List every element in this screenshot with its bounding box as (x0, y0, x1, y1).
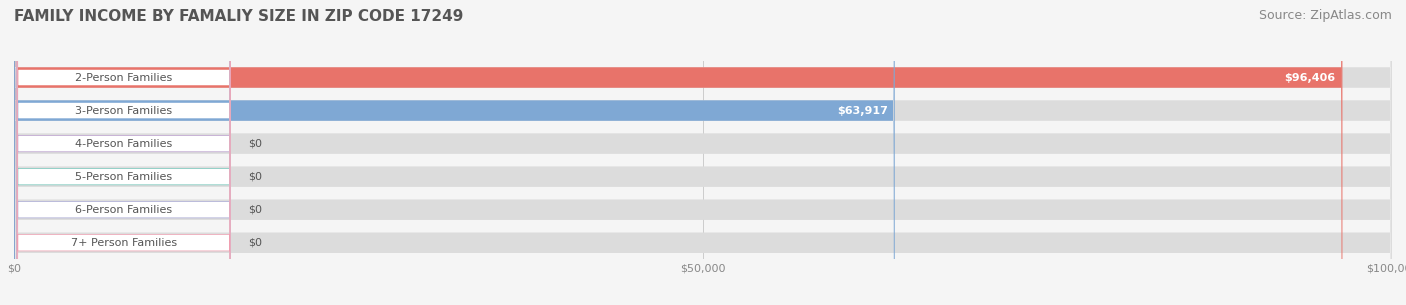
Text: 6-Person Families: 6-Person Families (75, 205, 172, 215)
FancyBboxPatch shape (17, 0, 231, 305)
Text: Source: ZipAtlas.com: Source: ZipAtlas.com (1258, 9, 1392, 22)
FancyBboxPatch shape (17, 0, 231, 305)
FancyBboxPatch shape (17, 0, 231, 305)
Text: 5-Person Families: 5-Person Families (75, 172, 172, 182)
FancyBboxPatch shape (17, 0, 231, 305)
FancyBboxPatch shape (14, 0, 1343, 305)
FancyBboxPatch shape (17, 0, 231, 305)
Text: $0: $0 (249, 172, 263, 182)
Text: $0: $0 (249, 205, 263, 215)
FancyBboxPatch shape (14, 0, 1392, 305)
FancyBboxPatch shape (14, 0, 1392, 305)
Text: $0: $0 (249, 138, 263, 149)
Text: FAMILY INCOME BY FAMALIY SIZE IN ZIP CODE 17249: FAMILY INCOME BY FAMALIY SIZE IN ZIP COD… (14, 9, 464, 24)
Text: $96,406: $96,406 (1285, 73, 1336, 83)
FancyBboxPatch shape (14, 0, 1392, 305)
Text: 7+ Person Families: 7+ Person Families (70, 238, 177, 248)
FancyBboxPatch shape (14, 0, 1392, 305)
Text: $0: $0 (249, 238, 263, 248)
FancyBboxPatch shape (14, 0, 1392, 305)
FancyBboxPatch shape (14, 0, 894, 305)
Text: $63,917: $63,917 (837, 106, 887, 116)
FancyBboxPatch shape (17, 0, 231, 305)
Text: 2-Person Families: 2-Person Families (75, 73, 172, 83)
FancyBboxPatch shape (14, 0, 1392, 305)
Text: 4-Person Families: 4-Person Families (75, 138, 172, 149)
Text: 3-Person Families: 3-Person Families (75, 106, 172, 116)
